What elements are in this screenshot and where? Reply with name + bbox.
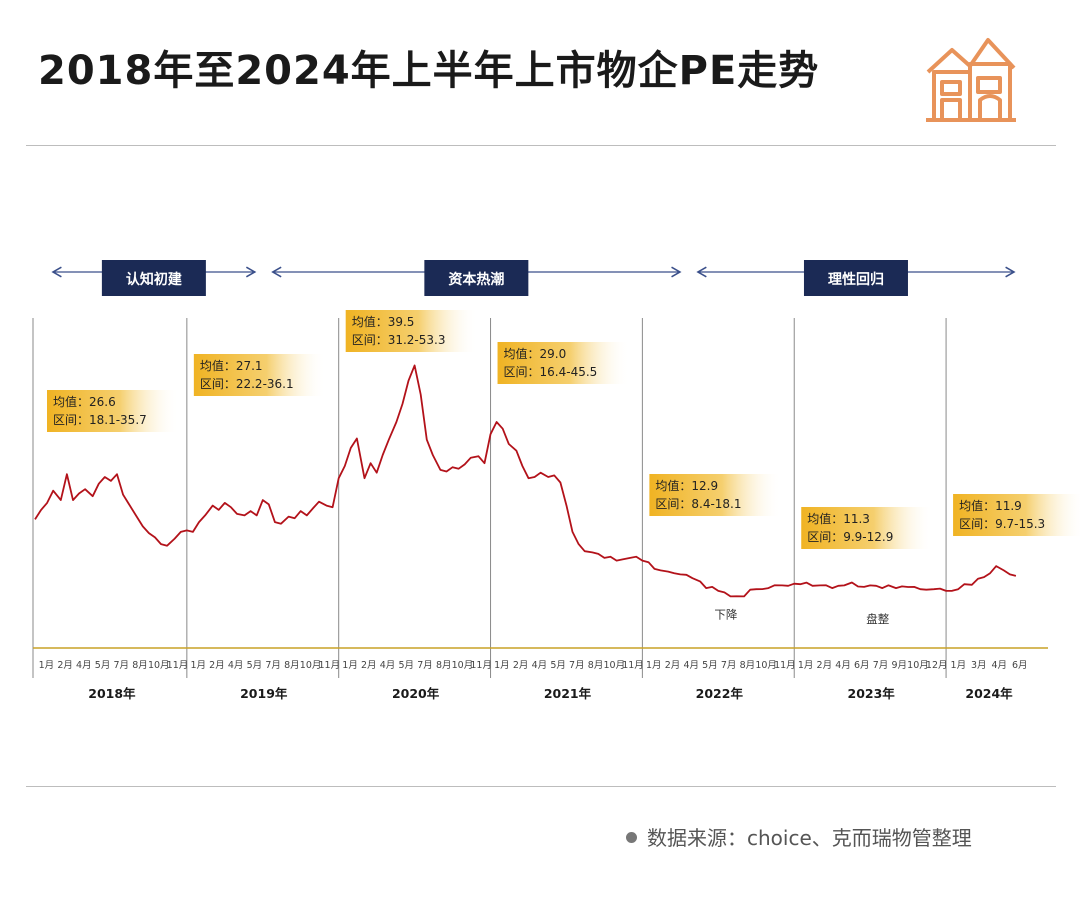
annotation-mean: 均值：26.6 — [53, 394, 116, 409]
source-text: 数据来源：choice、克而瑞物管整理 — [647, 826, 972, 850]
month-tick-label: 3月 — [971, 660, 987, 671]
month-tick-label: 1月 — [494, 660, 510, 671]
chart-note: 盘整 — [866, 612, 889, 626]
chart-note: 下降 — [714, 608, 737, 622]
annotation-range: 区间：22.2-36.1 — [200, 377, 294, 391]
annotation-range: 区间：9.9-12.9 — [807, 530, 893, 544]
month-tick-label: 1月 — [951, 660, 967, 671]
month-tick-label: 7月 — [265, 660, 281, 671]
year-label: 2021年 — [544, 686, 592, 701]
year-label: 2023年 — [848, 686, 896, 701]
month-tick-label: 7月 — [721, 660, 737, 671]
year-label: 2019年 — [240, 686, 288, 701]
month-tick-label: 4月 — [228, 660, 244, 671]
annotation-mean: 均值：39.5 — [352, 314, 415, 329]
annotation-mean: 均值：11.3 — [807, 511, 870, 526]
annotation-range: 区间：18.1-35.7 — [53, 413, 147, 427]
month-tick-label: 1月 — [798, 660, 814, 671]
month-tick-label: 7月 — [569, 660, 585, 671]
year-label: 2022年 — [696, 686, 744, 701]
month-tick-label: 1月 — [39, 660, 55, 671]
month-tick-label: 4月 — [683, 660, 699, 671]
month-tick-label: 4月 — [835, 660, 851, 671]
month-tick-label: 4月 — [76, 660, 92, 671]
month-tick-label: 4月 — [992, 660, 1008, 671]
annotation-mean: 均值：11.9 — [959, 498, 1022, 513]
bullet-icon — [626, 832, 637, 843]
month-tick-label: 2月 — [817, 660, 833, 671]
annotation-range: 区间：31.2-53.3 — [352, 333, 446, 347]
month-tick-label: 8月 — [132, 660, 148, 671]
year-label: 2018年 — [88, 686, 136, 701]
month-tick-label: 5月 — [247, 660, 263, 671]
month-tick-label: 2月 — [361, 660, 377, 671]
bottom-divider — [26, 786, 1056, 787]
year-label: 2024年 — [965, 686, 1013, 701]
month-tick-label: 1月 — [646, 660, 662, 671]
month-tick-label: 11月 — [622, 660, 644, 671]
source-note: 数据来源：choice、克而瑞物管整理 — [626, 822, 972, 851]
month-tick-label: 2月 — [513, 660, 529, 671]
annotation-mean: 均值：29.0 — [504, 346, 567, 361]
month-tick-label: 1月 — [190, 660, 206, 671]
phase-label: 资本热潮 — [448, 271, 504, 288]
month-tick-label: 11月 — [167, 660, 189, 671]
annotation-mean: 均值：12.9 — [655, 478, 718, 493]
month-tick-label: 5月 — [702, 660, 718, 671]
phase-label: 理性回归 — [828, 271, 884, 288]
month-tick-label: 8月 — [740, 660, 756, 671]
month-tick-label: 8月 — [436, 660, 452, 671]
annotation-range: 区间：16.4-45.5 — [504, 365, 598, 379]
month-tick-label: 8月 — [588, 660, 604, 671]
month-tick-label: 6月 — [854, 660, 870, 671]
month-tick-label: 7月 — [873, 660, 889, 671]
month-tick-label: 11月 — [774, 660, 796, 671]
annotation-range: 区间：8.4-18.1 — [655, 497, 741, 511]
month-tick-label: 2月 — [665, 660, 681, 671]
month-tick-label: 12月 — [926, 660, 948, 671]
year-label: 2020年 — [392, 686, 440, 701]
annotation-mean: 均值：27.1 — [200, 358, 263, 373]
month-tick-label: 1月 — [342, 660, 358, 671]
month-tick-label: 7月 — [114, 660, 130, 671]
month-tick-label: 9月 — [891, 660, 907, 671]
month-tick-label: 7月 — [417, 660, 433, 671]
pe-series-line — [35, 365, 1016, 596]
annotation-range: 区间：9.7-15.3 — [959, 517, 1045, 531]
month-tick-label: 5月 — [95, 660, 111, 671]
month-tick-label: 6月 — [1012, 660, 1028, 671]
month-tick-label: 5月 — [398, 660, 414, 671]
month-tick-label: 5月 — [550, 660, 566, 671]
month-tick-label: 2月 — [209, 660, 225, 671]
month-tick-label: 8月 — [284, 660, 300, 671]
month-tick-label: 11月 — [470, 660, 492, 671]
month-tick-label: 4月 — [380, 660, 396, 671]
month-tick-label: 11月 — [319, 660, 341, 671]
month-tick-label: 4月 — [532, 660, 548, 671]
month-tick-label: 2月 — [57, 660, 73, 671]
phase-label: 认知初建 — [126, 271, 182, 288]
